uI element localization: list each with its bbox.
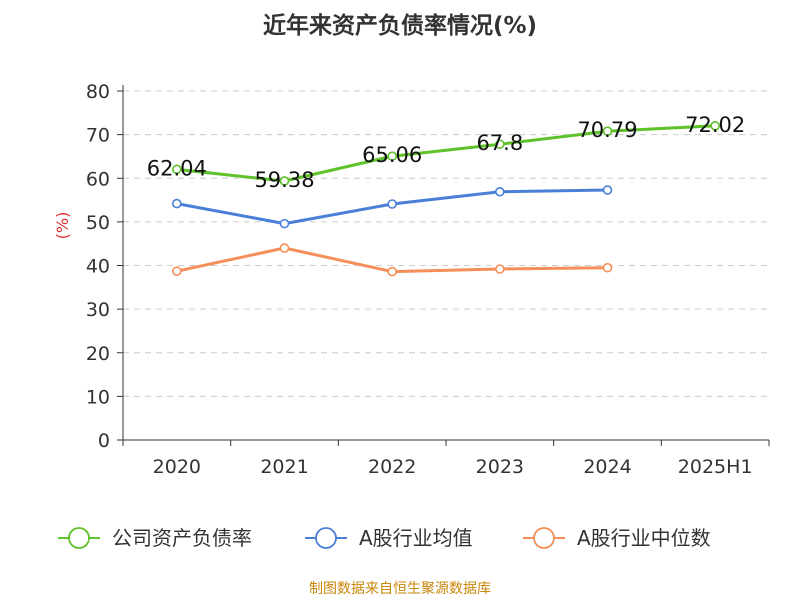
- y-tick-label: 40: [86, 256, 110, 278]
- data-label: 62.04: [147, 156, 207, 180]
- data-point: [172, 198, 182, 209]
- x-tick-label: 2021: [260, 456, 308, 478]
- chart-title: 近年来资产负债率情况(%): [262, 13, 538, 39]
- y-tick-label: 20: [86, 343, 110, 365]
- x-tick-label: 2024: [583, 456, 631, 478]
- data-point: [172, 164, 182, 175]
- data-label: 72.02: [685, 113, 745, 137]
- x-tick-label: 2022: [368, 456, 416, 478]
- data-point: [279, 243, 290, 253]
- data-label: 59.38: [254, 168, 314, 192]
- legend-label: A股行业中位数: [577, 526, 711, 550]
- series-line-0: [176, 124, 716, 183]
- x-tick-label: 2025H1: [678, 456, 753, 478]
- axes: 0 10 20 30 40 50 60 70 80 (%) 2020 2021 2022 2023 2024…: [53, 81, 770, 478]
- data-point: [495, 139, 505, 150]
- data-point: [710, 121, 720, 131]
- legend-label: A股行业均值: [359, 526, 473, 550]
- series-lines: [172, 121, 720, 277]
- y-tick-label: 60: [86, 168, 110, 190]
- data-point: [602, 126, 613, 136]
- legend-label: 公司资产负债率: [112, 526, 252, 550]
- data-point: [602, 185, 613, 195]
- data-label: 67.8: [476, 131, 523, 155]
- grid-lines: [123, 90, 769, 397]
- legend-marker-2: [533, 527, 555, 549]
- data-point: [387, 151, 397, 161]
- x-tick-label: 2023: [476, 456, 524, 478]
- y-tick-label: 30: [86, 299, 110, 321]
- data-point: [495, 186, 505, 197]
- data-point: [495, 264, 505, 274]
- x-tick-label: 2020: [153, 456, 201, 478]
- y-tick-label: 80: [86, 81, 110, 103]
- y-tick-label: 10: [86, 386, 110, 408]
- data-labels: 62.04 59.38 65.06 67.8 70.79 72.02: [147, 113, 745, 192]
- y-tick-label: 70: [86, 125, 110, 147]
- y-axis-label: (%): [53, 212, 72, 240]
- data-label: 70.79: [577, 118, 637, 142]
- source-note: 制图数据来自恒生聚源数据库: [309, 581, 491, 597]
- data-point: [279, 218, 290, 229]
- data-label: 65.06: [362, 143, 422, 167]
- data-point: [279, 176, 290, 186]
- data-point: [387, 199, 397, 209]
- y-tick-label: 50: [86, 212, 110, 234]
- data-point: [602, 262, 613, 273]
- legend: 公司资产负债率 A股行业均值 A股行业中位数: [58, 526, 711, 550]
- y-tick-label: 0: [98, 430, 110, 452]
- legend-marker-1: [315, 527, 337, 549]
- data-point: [172, 266, 182, 276]
- data-point: [387, 266, 397, 277]
- legend-marker-0: [68, 527, 90, 549]
